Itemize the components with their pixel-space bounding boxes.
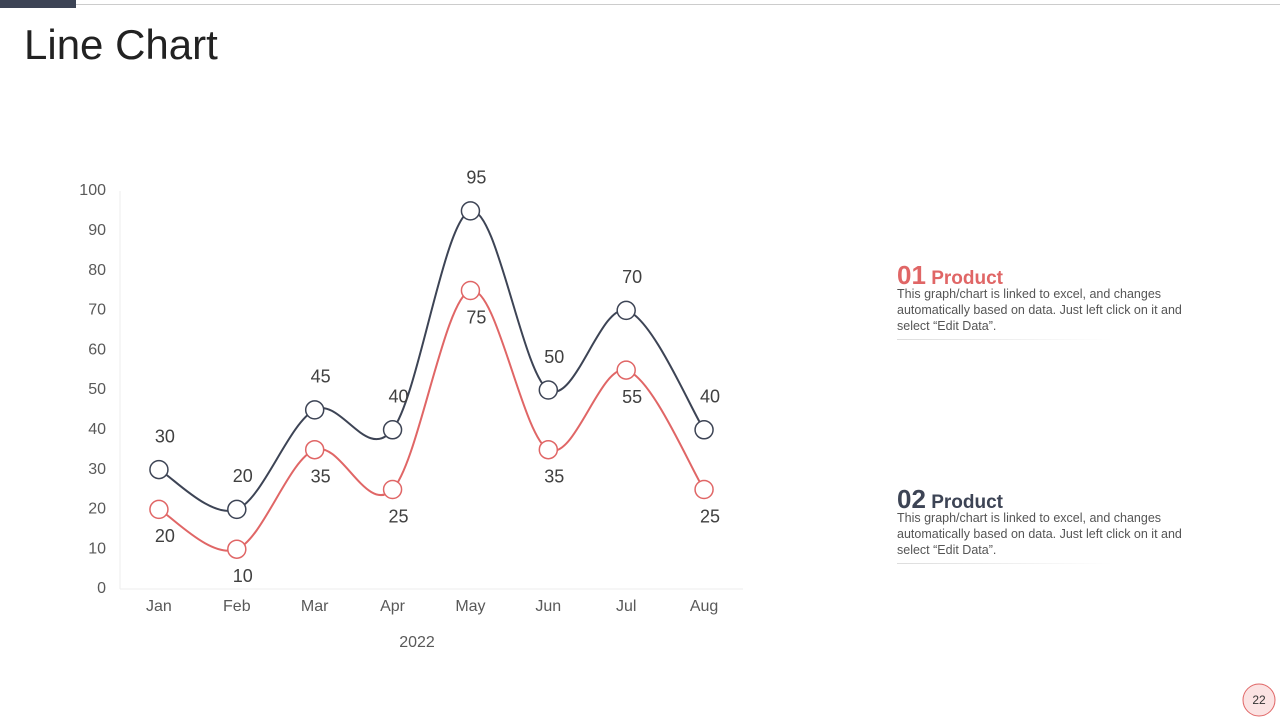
- data-label: 40: [389, 387, 409, 407]
- x-tick-label: Mar: [301, 598, 329, 615]
- x-tick-label: May: [455, 598, 485, 615]
- page-badge: [1242, 683, 1276, 717]
- x-tick-label: Aug: [690, 598, 718, 615]
- page-number: 22: [1252, 693, 1266, 707]
- series-line: [158, 209, 705, 512]
- x-axis-label: 2022: [399, 634, 435, 651]
- y-tick-label: 20: [88, 501, 106, 518]
- data-label: 70: [622, 267, 642, 287]
- legend-title: 01 Product: [897, 260, 1003, 291]
- y-tick-label: 90: [88, 222, 106, 239]
- y-tick-label: 30: [88, 461, 106, 478]
- y-tick-label: 50: [88, 381, 106, 398]
- data-label: 30: [155, 426, 175, 446]
- x-tick-label: Feb: [223, 598, 251, 615]
- y-tick-label: 80: [88, 262, 106, 279]
- point: [460, 201, 481, 221]
- legend-name: Product: [931, 268, 1003, 289]
- data-label: 35: [311, 466, 331, 486]
- y-tick-label: 70: [88, 302, 106, 319]
- legend-number: 02: [897, 484, 926, 514]
- legend-rule: [897, 563, 1112, 564]
- point: [382, 420, 403, 440]
- point: [304, 439, 325, 460]
- y-tick-label: 40: [88, 421, 106, 438]
- point: [149, 459, 169, 480]
- point: [460, 280, 481, 301]
- x-tick-label: Jul: [616, 598, 636, 615]
- data-label: 20: [233, 466, 253, 486]
- x-tick-label: Jun: [535, 598, 561, 615]
- legend-description: This graph/chart is linked to excel, and…: [897, 511, 1182, 557]
- data-label: 40: [700, 387, 720, 407]
- point: [304, 400, 325, 420]
- top-bar: [0, 0, 76, 8]
- y-tick-label: 10: [88, 540, 106, 557]
- data-label: 10: [233, 566, 253, 586]
- point: [149, 499, 169, 520]
- legend-title: 02 Product: [897, 484, 1003, 515]
- point: [227, 499, 247, 520]
- chart-title: Line Chart: [24, 21, 218, 68]
- point: [538, 380, 559, 400]
- point: [616, 300, 636, 321]
- series-line: [158, 289, 705, 552]
- y-tick-label: 60: [88, 341, 106, 358]
- data-label: 35: [544, 466, 564, 486]
- point: [382, 479, 403, 500]
- point: [694, 420, 714, 440]
- y-tick-label: 0: [97, 580, 106, 597]
- legend-rule: [897, 339, 1112, 340]
- legend-name: Product: [931, 492, 1003, 513]
- data-label: 25: [700, 506, 720, 526]
- point: [694, 479, 714, 500]
- x-tick-label: Jan: [146, 598, 172, 615]
- data-label: 50: [544, 347, 564, 367]
- y-tick-label: 100: [79, 182, 106, 199]
- data-label: 25: [389, 506, 409, 526]
- data-label: 95: [466, 168, 486, 188]
- x-tick-label: Apr: [380, 598, 406, 615]
- data-label: 75: [466, 307, 486, 327]
- legend-number: 01: [897, 260, 926, 290]
- point: [616, 360, 636, 380]
- point: [538, 439, 559, 460]
- point: [227, 539, 247, 559]
- data-label: 45: [311, 367, 331, 387]
- legend-description: This graph/chart is linked to excel, and…: [897, 287, 1182, 333]
- data-label: 55: [622, 387, 642, 407]
- data-label: 20: [155, 526, 175, 546]
